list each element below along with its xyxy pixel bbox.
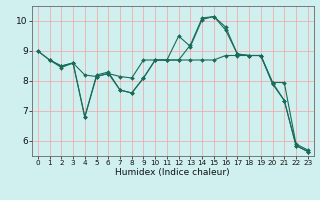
X-axis label: Humidex (Indice chaleur): Humidex (Indice chaleur) (116, 168, 230, 177)
